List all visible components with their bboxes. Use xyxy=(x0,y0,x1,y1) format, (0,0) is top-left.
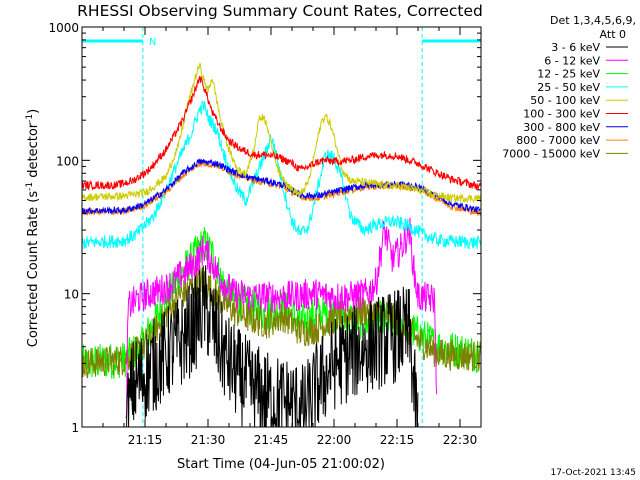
series-line-8 xyxy=(81,265,482,379)
legend-label-6: 300 - 800 keV xyxy=(523,121,600,134)
series-line-5 xyxy=(81,75,482,191)
x-tick-label-3: 22:00 xyxy=(317,433,352,447)
axes: 21:15 21:30 21:45 22:00 22:15 22:30 1 10 100 1000 xyxy=(48,21,482,447)
series-line-0 xyxy=(126,265,419,428)
legend-label-2: 12 - 25 keV xyxy=(537,68,600,81)
y-tick-label-2: 100 xyxy=(56,154,79,168)
y-tick-label-3: 1000 xyxy=(48,21,79,35)
legend-label-1: 6 - 12 keV xyxy=(544,54,600,67)
chart-title: RHESSI Observing Summary Count Rates, Co… xyxy=(77,2,483,20)
x-axis-label: Start Time (04-Jun-05 21:00:02) xyxy=(177,457,385,472)
night-label: N xyxy=(149,37,156,48)
legend-label-8: 7000 - 15000 keV xyxy=(502,147,600,160)
x-tick-label-5: 22:30 xyxy=(443,433,478,447)
legend-header-line-1: Det 1,3,4,5,6,9, xyxy=(550,14,636,27)
legend-label-7: 800 - 7000 keV xyxy=(516,134,600,147)
legend-label-4: 50 - 100 keV xyxy=(530,94,600,107)
x-tick-label-2: 21:45 xyxy=(254,433,289,447)
x-tick-label-1: 21:30 xyxy=(191,433,226,447)
legend-header-line-2: Att 0 xyxy=(600,28,626,41)
legend-label-5: 100 - 300 keV xyxy=(523,108,600,121)
legend-header: Det 1,3,4,5,6,9, Att 0 xyxy=(550,14,636,41)
y-tick-label-1: 10 xyxy=(64,288,79,302)
y-axis-label: Corrected Count Rate (s-1 detector-1) xyxy=(25,109,41,347)
x-tick-label-4: 22:15 xyxy=(380,433,415,447)
legend-label-0: 3 - 6 keV xyxy=(551,41,600,54)
date-stamp: 17-Oct-2021 13:45 xyxy=(551,468,636,478)
series-line-4 xyxy=(81,62,482,204)
series-lines xyxy=(81,62,482,428)
y-tick-label-0: 1 xyxy=(71,421,79,435)
plot-frame xyxy=(81,26,482,428)
legend-label-3: 25 - 50 keV xyxy=(537,81,600,94)
x-tick-label-0: 21:15 xyxy=(128,433,163,447)
series-line-1 xyxy=(125,217,438,419)
